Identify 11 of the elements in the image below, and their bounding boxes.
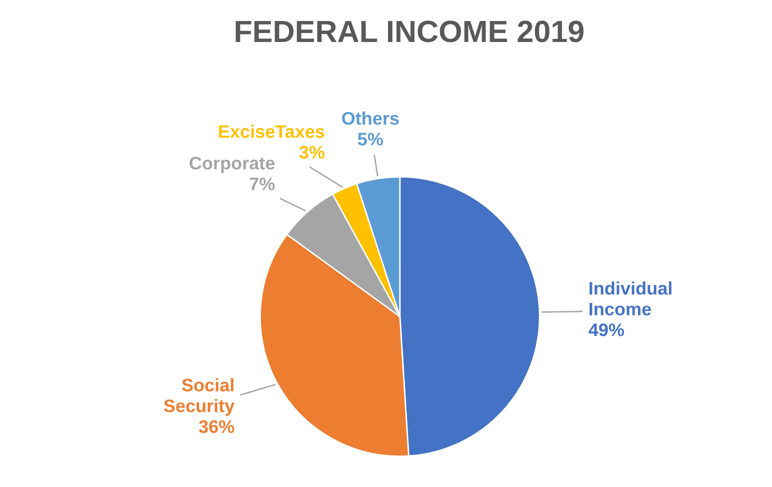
slice-label: ExciseTaxes (219, 124, 324, 138)
data-label: 36% (198, 420, 234, 434)
chart-title: FEDERAL INCOME 2019 (236, 20, 584, 42)
slice-label: Social Security (164, 378, 235, 416)
data-label: 3% (299, 146, 325, 159)
slice-label: Individual Income (590, 281, 672, 316)
data-label: 7% (250, 178, 275, 190)
data-label: 5% (358, 132, 383, 146)
data-label: 49% (588, 323, 624, 336)
slice-label: Corporate (190, 156, 275, 174)
slice-label: Others (342, 111, 399, 125)
